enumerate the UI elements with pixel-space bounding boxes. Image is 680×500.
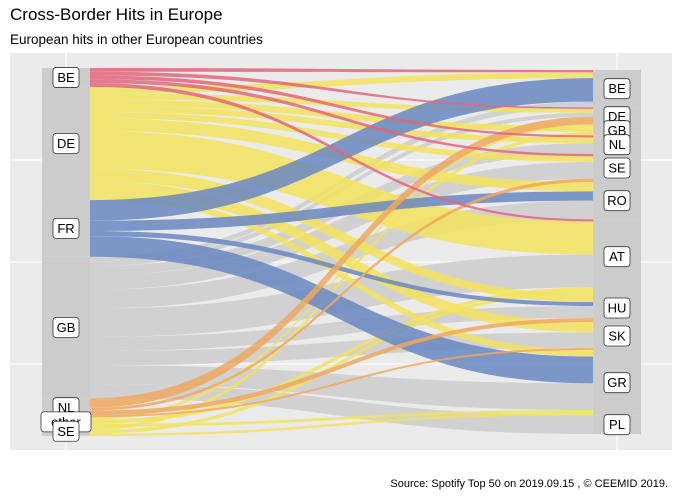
target-label-HU-text: HU [608, 301, 627, 316]
target-label-GR-box [603, 372, 631, 394]
flow-BE-AT [90, 83, 593, 222]
flow-other-DE [90, 124, 593, 420]
flow-GB-SK [90, 332, 593, 366]
flow-NL-HU [90, 318, 593, 416]
source-label-FR-box [52, 218, 80, 239]
flow-DE-AT [90, 130, 593, 255]
target-label-SK-box [603, 325, 631, 347]
flow-NL-SK [90, 347, 593, 418]
chart-subtitle: European hits in other European countrie… [10, 32, 263, 47]
source-label-GB-text: GB [57, 320, 76, 335]
flow-DE-GR [90, 193, 593, 357]
target-label-HU-box [603, 297, 631, 319]
target-label-PL-text: PL [609, 417, 625, 432]
flow-other-AT [90, 287, 593, 424]
flow-GB-SE [90, 161, 593, 290]
flow-FR-GR [90, 236, 593, 384]
flow-BE-SE [90, 79, 593, 157]
target-label-BE-box [603, 78, 631, 100]
target-label-PL-box [603, 414, 631, 436]
source-label-SE-box [52, 420, 80, 442]
target-label-NL-box [603, 134, 631, 156]
target-label-AT-text: AT [609, 249, 625, 264]
target-label-RO-text: RO [607, 193, 627, 208]
target-label-NL-text: NL [609, 137, 626, 152]
flow-NL-DE [90, 116, 593, 408]
flow-BE-DE [90, 71, 593, 109]
source-label-DE-box [52, 133, 80, 154]
flow-DE-SE [90, 112, 593, 162]
flow-BE-BE [90, 68, 593, 73]
chart-caption: Source: Spotify Top 50 on 2019.09.15 , ©… [390, 478, 668, 490]
flow-SE-GB [90, 131, 593, 431]
flow-DE-HU [90, 168, 593, 302]
source-label-SE-text: SE [57, 424, 75, 439]
target-label-BE-text: BE [608, 81, 626, 96]
flow-NL-SE [90, 178, 593, 411]
source-label-DE-text: DE [57, 136, 75, 151]
target-label-AT-box [603, 246, 631, 268]
flow-FR-BE [90, 78, 593, 221]
flow-DE-GB [90, 99, 593, 132]
source-label-GB-box [52, 317, 80, 338]
source-label-BE-box [52, 67, 80, 88]
source-label-FR-text: FR [57, 221, 74, 236]
flow-BE-NL [90, 75, 593, 138]
source-label-BE-text: BE [57, 70, 75, 85]
source-label-NL-text: NL [58, 400, 75, 415]
flow-FR-RO [90, 191, 593, 231]
flow-SE-GR [90, 412, 593, 436]
flow-FR-HU [90, 230, 593, 306]
target-label-GR-text: GR [607, 375, 627, 390]
target-label-SE-text: SE [608, 161, 626, 176]
flow-SE-AT [90, 290, 593, 434]
flow-other-GR [90, 410, 593, 427]
target-label-SK-text: SK [608, 329, 626, 344]
flow-DE-NL [90, 105, 593, 144]
target-label-RO-box [603, 190, 631, 212]
target-label-SE-box [603, 157, 631, 179]
flow-DE-SK [90, 181, 593, 333]
chart-title: Cross-Border Hits in Europe [10, 5, 223, 24]
